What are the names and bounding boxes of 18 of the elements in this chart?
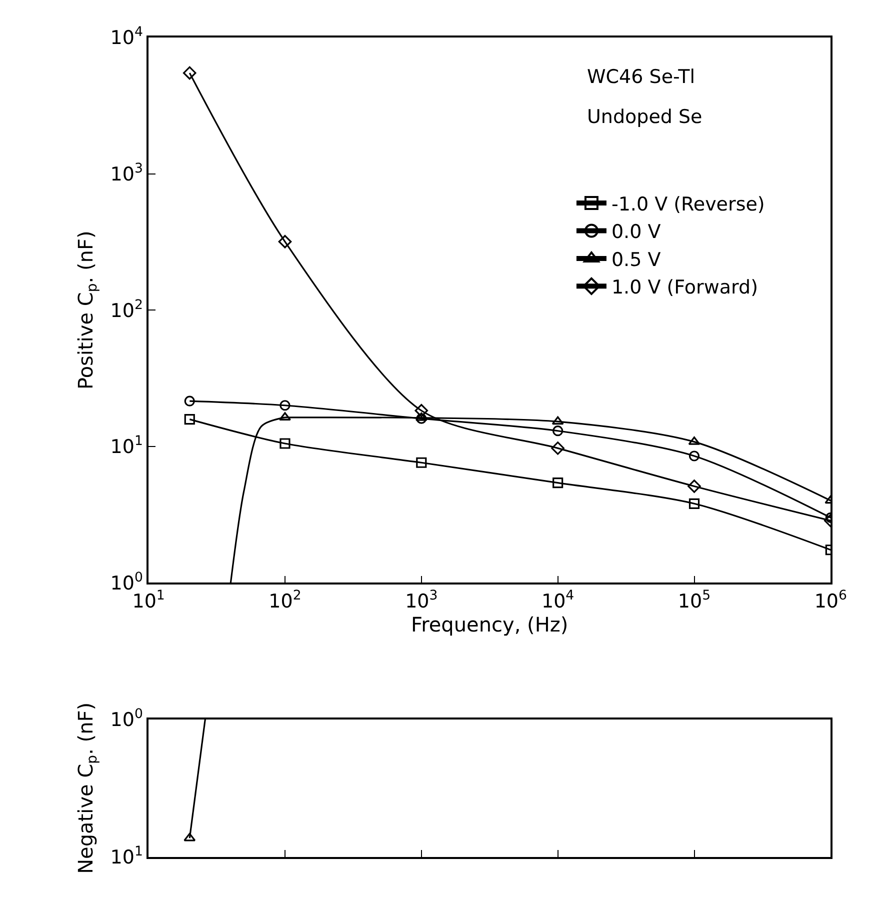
x-axis-title: Frequency, (Hz) xyxy=(411,612,568,636)
legend-label: 0.0 V xyxy=(611,221,661,244)
y-tick-label: 10$^{3}$ xyxy=(110,162,143,186)
legend-label: 0.5 V xyxy=(611,248,661,271)
x-tick-label: 10$^{3}$ xyxy=(405,588,438,612)
x-tick-label: 10$^{5}$ xyxy=(678,588,711,612)
x-tick-label: 10$^{2}$ xyxy=(268,588,302,612)
annotation: WC46 Se-Tl xyxy=(587,66,696,88)
y-tick-label: 10$^{2}$ xyxy=(110,298,143,322)
y-tick-label: 10$^{1}$ xyxy=(110,844,143,869)
x-tick-label: 10$^{6}$ xyxy=(814,588,847,612)
y-tick-label: 10$^{1}$ xyxy=(110,434,143,458)
legend-label: 1.0 V (Forward) xyxy=(611,276,758,299)
y-tick-label: 10$^{4}$ xyxy=(110,25,143,50)
annotation: Undoped Se xyxy=(587,106,702,128)
legend-label: -1.0 V (Reverse) xyxy=(611,193,765,216)
x-tick-label: 10$^{4}$ xyxy=(541,588,574,612)
y-tick-label: 10$^{0}$ xyxy=(110,707,143,732)
